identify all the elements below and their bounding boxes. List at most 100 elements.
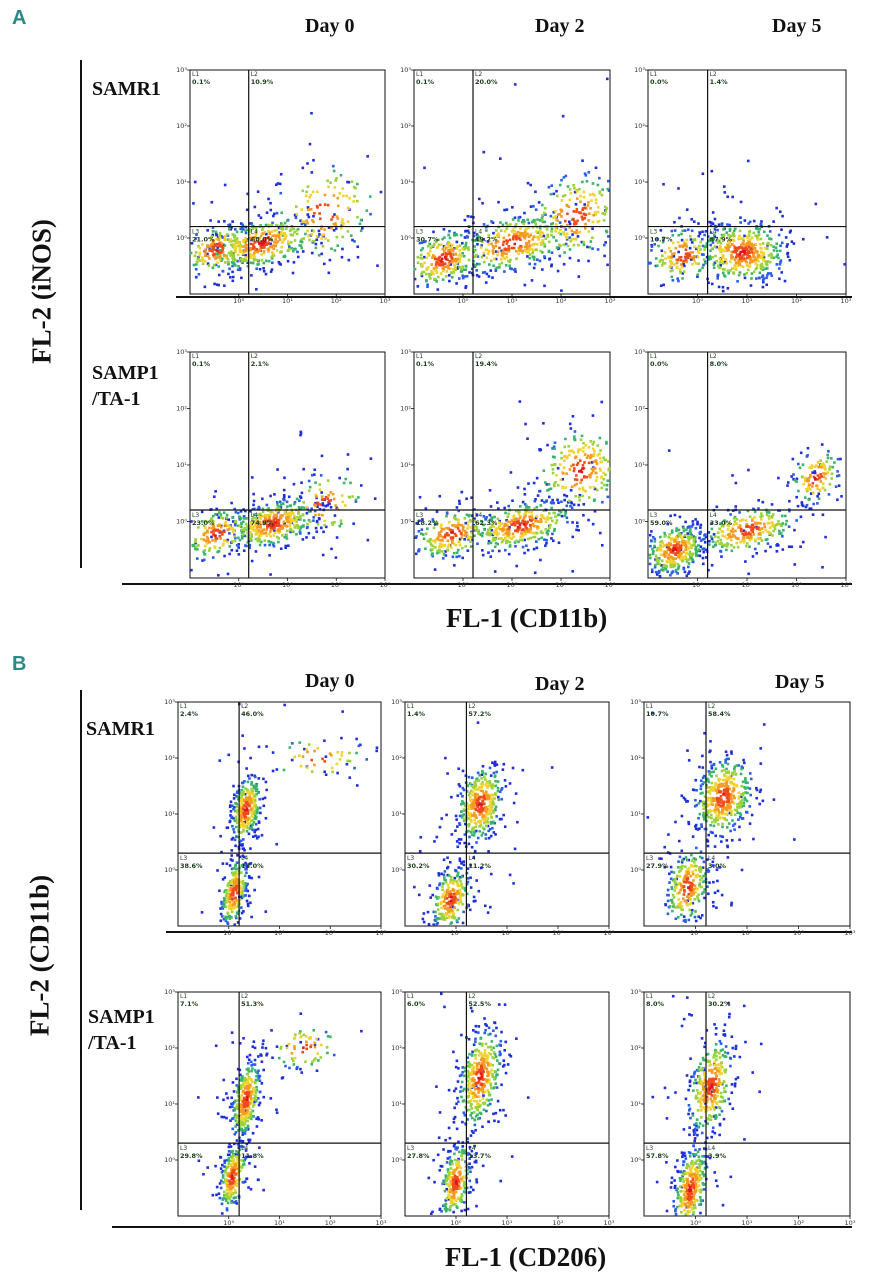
data-point xyxy=(498,519,502,523)
data-point xyxy=(420,248,423,252)
data-point xyxy=(433,540,437,544)
data-point xyxy=(448,259,452,263)
data-point xyxy=(598,452,601,456)
data-point xyxy=(244,868,247,871)
data-point xyxy=(217,251,221,254)
data-point xyxy=(375,749,378,753)
data-point xyxy=(452,268,455,271)
data-point xyxy=(461,247,464,251)
data-point xyxy=(761,268,765,272)
data-point xyxy=(267,230,270,233)
data-point xyxy=(235,241,239,244)
data-point xyxy=(516,230,520,234)
data-point xyxy=(780,241,784,245)
data-point xyxy=(335,536,339,539)
data-point xyxy=(670,262,673,266)
data-point xyxy=(305,511,309,515)
data-point xyxy=(721,262,725,265)
data-point xyxy=(544,528,548,531)
data-point xyxy=(231,804,234,808)
data-point xyxy=(251,247,255,251)
data-point xyxy=(227,272,230,276)
row-label-b-samr1: SAMR1 xyxy=(86,716,155,742)
row-label-a-samp1-line2: /TA-1 xyxy=(92,388,141,410)
data-point xyxy=(466,214,470,218)
data-point xyxy=(785,245,789,248)
data-point xyxy=(730,255,733,258)
data-point xyxy=(563,498,566,502)
data-point xyxy=(538,489,541,493)
quadrant-name-l3: L3 xyxy=(192,512,199,519)
data-point xyxy=(582,446,585,450)
data-point xyxy=(525,250,529,254)
data-point xyxy=(444,274,448,278)
data-point xyxy=(538,259,542,263)
data-point xyxy=(466,527,469,530)
data-point xyxy=(513,267,517,271)
data-point xyxy=(717,536,720,539)
data-point xyxy=(699,248,702,251)
data-point xyxy=(208,547,212,550)
data-point xyxy=(466,523,470,527)
data-point xyxy=(289,514,292,518)
data-point xyxy=(288,524,292,528)
data-point xyxy=(220,900,223,904)
data-point xyxy=(249,536,253,540)
data-point xyxy=(441,535,445,539)
data-point xyxy=(460,524,464,527)
data-point xyxy=(744,560,747,563)
data-point xyxy=(214,490,217,493)
data-point xyxy=(463,529,467,533)
data-point xyxy=(511,230,514,233)
data-point xyxy=(316,206,319,209)
data-point xyxy=(735,522,738,525)
data-point xyxy=(453,514,457,518)
data-point xyxy=(755,523,758,526)
data-point xyxy=(457,254,461,257)
data-point xyxy=(324,773,328,777)
data-point xyxy=(582,195,586,199)
panel-letter-a: A xyxy=(12,7,27,29)
data-point xyxy=(482,254,486,257)
data-point xyxy=(306,221,309,225)
data-point xyxy=(291,742,294,745)
data-point xyxy=(678,268,682,271)
data-point xyxy=(376,264,379,267)
data-point xyxy=(685,574,689,578)
data-point xyxy=(290,246,293,250)
data-point xyxy=(243,240,247,244)
data-point xyxy=(494,241,498,245)
data-point xyxy=(828,465,832,469)
data-point xyxy=(500,522,503,525)
data-point xyxy=(255,787,259,791)
data-point xyxy=(224,889,228,892)
data-point xyxy=(531,522,535,526)
data-point xyxy=(712,545,715,549)
data-point xyxy=(220,245,223,248)
data-point xyxy=(270,230,274,233)
data-point xyxy=(230,243,234,247)
data-point xyxy=(354,500,358,503)
data-point xyxy=(228,525,232,528)
data-point xyxy=(340,494,344,497)
data-point xyxy=(658,574,662,578)
data-point xyxy=(281,514,284,517)
data-point xyxy=(448,243,452,247)
data-point xyxy=(261,507,265,511)
data-point xyxy=(687,562,691,565)
data-point xyxy=(197,273,201,276)
data-point xyxy=(242,257,246,261)
data-point xyxy=(696,520,699,524)
data-point xyxy=(698,531,702,535)
data-point xyxy=(534,498,537,501)
data-point xyxy=(539,448,543,452)
data-point xyxy=(606,187,610,191)
data-point xyxy=(321,513,324,517)
data-point xyxy=(217,573,220,577)
data-point xyxy=(230,548,234,552)
data-point xyxy=(799,451,803,455)
data-point xyxy=(340,736,343,740)
data-point xyxy=(248,894,251,898)
data-point xyxy=(198,246,202,250)
data-point xyxy=(200,510,204,514)
